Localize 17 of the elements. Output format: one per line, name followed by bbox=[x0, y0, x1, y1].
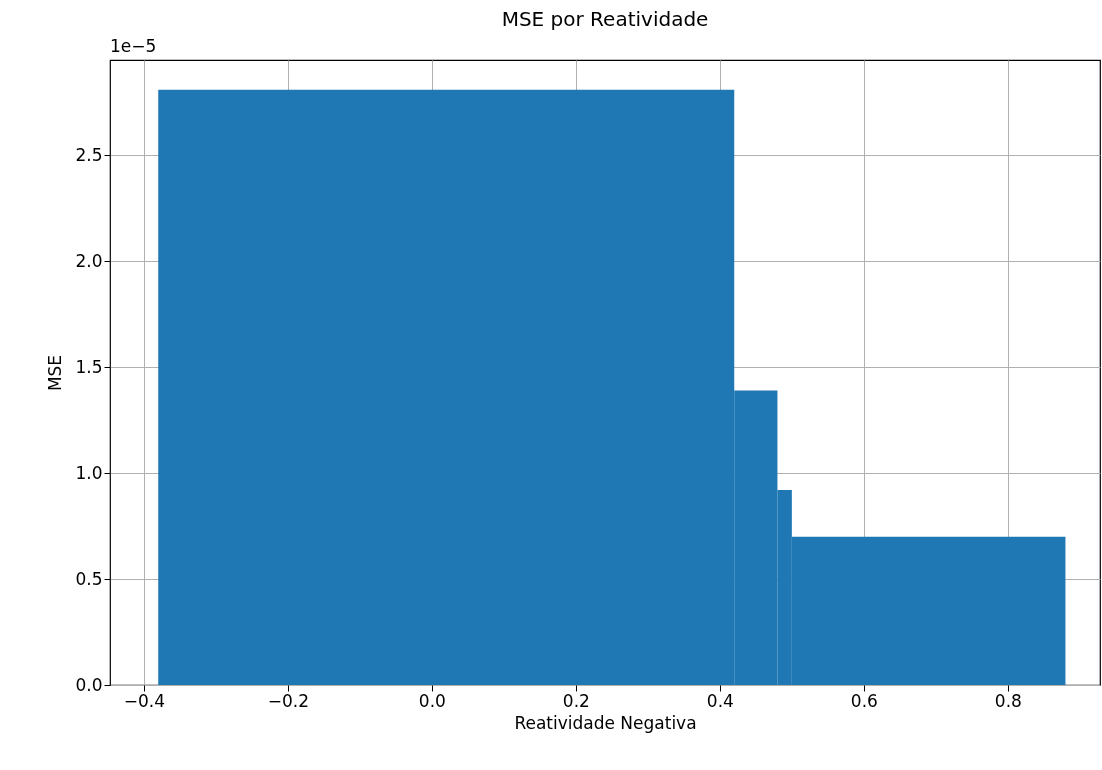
x-tick-label: 0.4 bbox=[706, 690, 734, 711]
x-tick-label: 0.6 bbox=[850, 690, 878, 711]
x-tick-label: 0.0 bbox=[418, 690, 446, 711]
y-tick-label: 2.0 bbox=[75, 250, 103, 271]
x-tick-label: 0.8 bbox=[994, 690, 1022, 711]
y-tick-label: 1.5 bbox=[75, 356, 103, 377]
y-tick-label: 1.0 bbox=[75, 462, 103, 483]
x-tick-label: −0.4 bbox=[123, 690, 165, 711]
y-axis-title: MSE bbox=[45, 354, 66, 392]
x-axis-title: Reatividade Negativa bbox=[514, 712, 697, 733]
x-tick-label: −0.2 bbox=[267, 690, 309, 711]
y-tick-label: 0.0 bbox=[75, 674, 103, 695]
text: 1e−5 bbox=[110, 36, 157, 56]
chart-title: MSE por Reatividade bbox=[501, 7, 709, 31]
x-tick-label: 0.2 bbox=[562, 690, 590, 711]
y-tick-label: 0.5 bbox=[75, 568, 103, 589]
y-tick-label: 2.5 bbox=[75, 144, 103, 165]
